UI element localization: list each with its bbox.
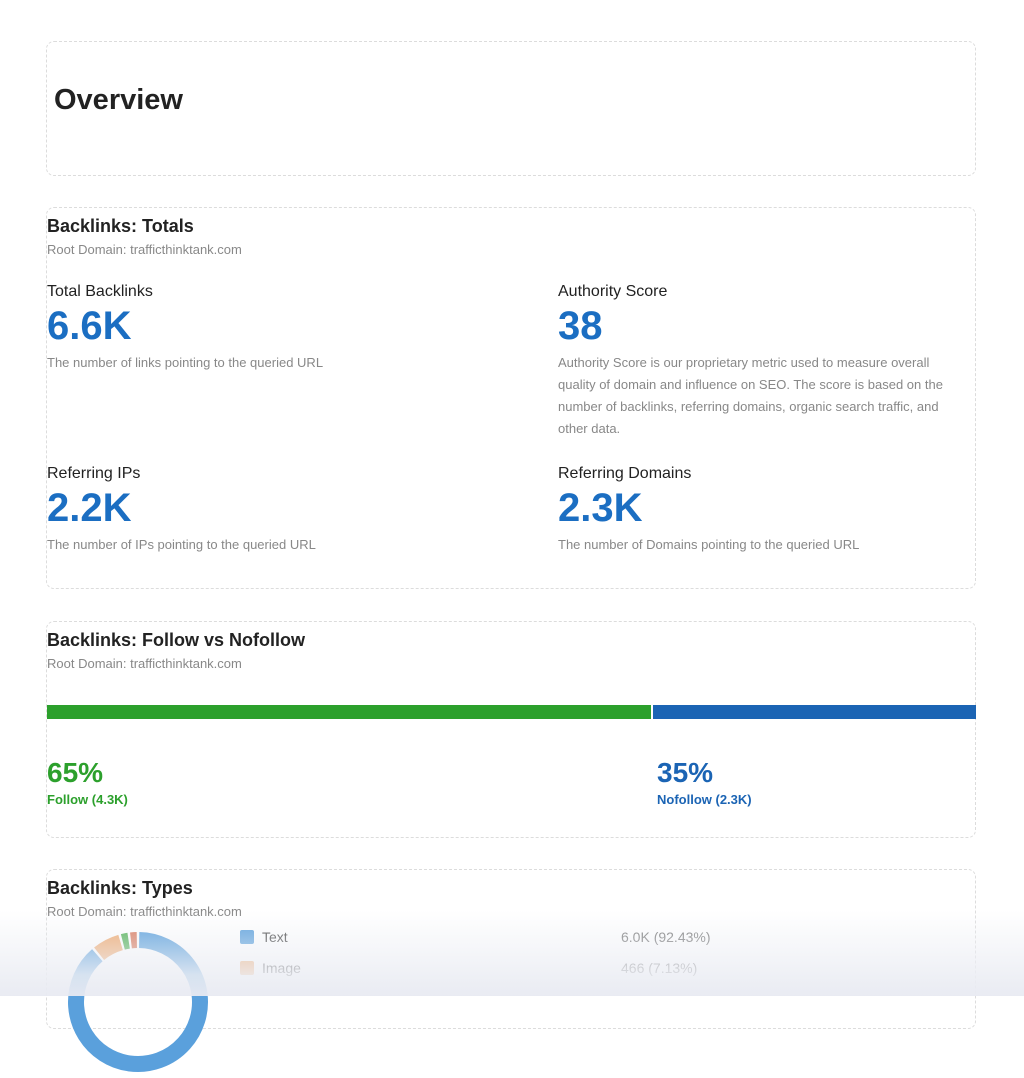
- metric-referring-ips: Referring IPs 2.2K The number of IPs poi…: [47, 464, 467, 556]
- legend-label: Text: [262, 929, 288, 945]
- legend-item-image[interactable]: Image 466 (7.13%): [240, 960, 301, 976]
- follow-title: Backlinks: Follow vs Nofollow: [47, 630, 305, 651]
- follow-subtitle: Root Domain: trafficthinktank.com: [47, 656, 242, 671]
- follow-bar-segment[interactable]: [47, 705, 651, 719]
- metric-value[interactable]: 38: [558, 304, 968, 348]
- metric-label: Authority Score: [558, 282, 968, 302]
- legend-value: 6.0K (92.43%): [621, 929, 711, 945]
- nofollow-count-label: Nofollow (2.3K): [657, 792, 752, 807]
- totals-title: Backlinks: Totals: [47, 216, 194, 237]
- legend-swatch: [240, 930, 254, 944]
- follow-ratio-bar: [47, 705, 976, 719]
- metric-total-backlinks: Total Backlinks 6.6K The number of links…: [47, 282, 467, 374]
- follow-percent: 65%: [47, 757, 128, 789]
- metric-description: The number of Domains pointing to the qu…: [558, 534, 978, 556]
- nofollow-bar-segment[interactable]: [651, 705, 976, 719]
- follow-stat: 65% Follow (4.3K): [47, 757, 128, 807]
- page-title: Overview: [54, 84, 183, 117]
- types-subtitle: Root Domain: trafficthinktank.com: [47, 904, 242, 919]
- donut-segment-form[interactable]: [123, 941, 129, 942]
- backlinks-types-card: Backlinks: Types Root Domain: trafficthi…: [46, 869, 976, 1029]
- legend-swatch: [240, 961, 254, 975]
- metric-value[interactable]: 2.2K: [47, 486, 467, 530]
- metric-description: The number of IPs pointing to the querie…: [47, 534, 467, 556]
- metric-authority-score: Authority Score 38 Authority Score is ou…: [558, 282, 968, 440]
- metric-referring-domains: Referring Domains 2.3K The number of Dom…: [558, 464, 978, 556]
- nofollow-percent: 35%: [657, 757, 752, 789]
- metric-label: Total Backlinks: [47, 282, 467, 302]
- totals-subtitle: Root Domain: trafficthinktank.com: [47, 242, 242, 257]
- metric-description: The number of links pointing to the quer…: [47, 352, 467, 374]
- backlinks-totals-card: Backlinks: Totals Root Domain: trafficth…: [46, 207, 976, 589]
- metric-value[interactable]: 6.6K: [47, 304, 467, 348]
- metric-label: Referring IPs: [47, 464, 467, 484]
- donut-segment-text[interactable]: [76, 940, 200, 1064]
- legend-item-text[interactable]: Text 6.0K (92.43%): [240, 929, 288, 945]
- donut-segment-image[interactable]: [99, 942, 120, 953]
- follow-count-label: Follow (4.3K): [47, 792, 128, 807]
- metric-value[interactable]: 2.3K: [558, 486, 978, 530]
- legend-value: 466 (7.13%): [621, 960, 697, 976]
- metric-description: Authority Score is our proprietary metri…: [558, 352, 968, 440]
- overview-card: Overview: [46, 41, 976, 176]
- nofollow-stat: 35% Nofollow (2.3K): [657, 757, 752, 807]
- legend-label: Image: [262, 960, 301, 976]
- follow-nofollow-card: Backlinks: Follow vs Nofollow Root Domai…: [46, 621, 976, 838]
- types-donut-chart: [62, 926, 214, 1078]
- types-title: Backlinks: Types: [47, 878, 193, 899]
- metric-label: Referring Domains: [558, 464, 978, 484]
